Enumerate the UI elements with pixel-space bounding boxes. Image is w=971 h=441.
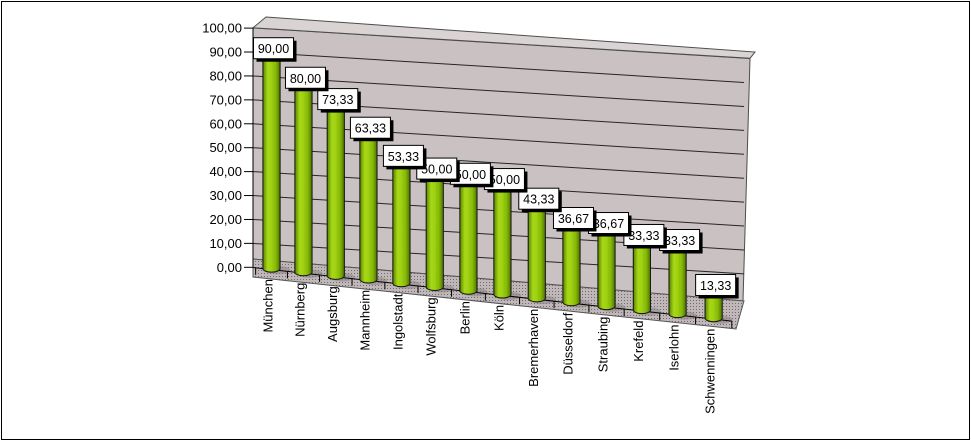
y-axis-tick-label: 90,00 <box>209 45 242 60</box>
data-label-Krefeld: 33,33 <box>623 223 667 249</box>
data-label-Nürnberg: 80,00 <box>284 66 329 92</box>
cylinder-body <box>262 54 281 269</box>
cylinder-body <box>633 241 651 311</box>
data-label-box <box>552 206 594 229</box>
x-axis-category-label: Iserlohn <box>667 325 682 371</box>
y-axis-tick-label: 100,00 <box>202 21 242 36</box>
cylinder-body <box>294 84 313 273</box>
cylinder-body <box>459 180 478 291</box>
data-label-value: 50,00 <box>455 168 486 182</box>
y-axis-tick-label: 30,00 <box>209 188 242 203</box>
x-axis-category-label: Berlin <box>457 301 472 334</box>
data-label-box <box>349 116 391 139</box>
x-axis-category-label: Düsseldorf <box>560 312 575 375</box>
data-label-value: 90,00 <box>258 42 289 56</box>
bar-Nürnberg <box>294 80 313 277</box>
y-axis-tick-label: 40,00 <box>209 164 242 179</box>
bar-Krefeld <box>632 237 651 315</box>
x-axis-category-label: Schwenningen <box>703 329 718 414</box>
bar-Bremerhaven <box>527 201 546 303</box>
cylinder-body <box>493 185 512 295</box>
data-label-box <box>695 273 737 296</box>
cylinder-body <box>562 224 581 303</box>
wall-top-face <box>251 16 756 59</box>
bar-Straubing <box>597 225 616 311</box>
data-label-value: 50,00 <box>421 163 452 177</box>
data-label-box <box>317 88 359 111</box>
y-axis-tick-label: 60,00 <box>209 116 242 131</box>
data-labels: 13,3333,3333,3336,6736,6743,3350,0050,00… <box>253 37 739 299</box>
bar-München <box>262 50 281 273</box>
bar-Wolfsburg <box>425 170 444 291</box>
x-axis-category-label: Nürnberg <box>292 283 307 337</box>
data-label-Düsseldorf: 36,67 <box>552 206 597 232</box>
gridline <box>252 75 745 107</box>
bar-Berlin <box>459 176 478 295</box>
cylinder-body <box>359 134 378 280</box>
bar-Ingolstadt <box>392 158 411 288</box>
y-axis-tick-label: 10,00 <box>209 236 242 251</box>
x-axis-category-label: Augsburg <box>325 286 340 342</box>
data-label-Ingolstadt: 53,33 <box>382 144 427 170</box>
data-label-box <box>518 187 560 210</box>
bar-Düsseldorf <box>562 220 581 307</box>
gridline <box>252 51 745 84</box>
data-label-Bremerhaven: 43,33 <box>518 187 562 213</box>
y-axis-tick-label: 80,00 <box>209 68 242 83</box>
bar-Augsburg <box>326 101 345 280</box>
x-axis-category-label: Bremerhaven <box>526 309 541 387</box>
x-axis-category-label: Krefeld <box>631 321 646 362</box>
data-label-value: 63,33 <box>355 122 386 136</box>
data-label-Augsburg: 73,33 <box>317 88 361 113</box>
x-axis-category-label: Wolfsburg <box>424 297 439 355</box>
data-label-value: 43,33 <box>523 193 554 207</box>
x-axis-category-label: München <box>261 279 276 332</box>
cylinder-body <box>392 162 411 284</box>
cylinder-body <box>327 105 345 276</box>
y-axis-tick-label: 20,00 <box>209 212 242 227</box>
cylinder-body <box>668 246 687 315</box>
x-axis-category-label: Ingolstadt <box>390 293 405 350</box>
y-axis-tick-label: 0,00 <box>217 260 242 275</box>
data-label-value: 33,33 <box>664 234 695 248</box>
bar-Iserlohn <box>668 242 687 319</box>
cylinder-body <box>597 229 616 307</box>
y-axis: 0,00 10,00 20,00 30,00 40,00 50,00 60,00 70,00 8… <box>202 21 254 275</box>
data-label-value: 73,33 <box>322 93 353 107</box>
data-label-box <box>382 144 424 167</box>
data-label-München: 90,00 <box>253 37 297 62</box>
data-label-box <box>284 66 326 89</box>
data-label-value: 80,00 <box>290 72 321 86</box>
y-axis-tick-label: 50,00 <box>209 140 242 155</box>
x-axis-category-label: Köln <box>491 305 506 331</box>
category-labels: München Nürnberg Augsburg Mannheim Ingolstad… <box>261 279 718 414</box>
data-label-value: 36,67 <box>593 217 624 231</box>
bar-Mannheim <box>359 130 378 284</box>
cylinder-body <box>528 205 546 299</box>
data-label-value: 36,67 <box>558 212 589 226</box>
x-axis-category-label: Straubing <box>596 317 611 373</box>
cylinder-body <box>426 175 444 287</box>
data-label-Wolfsburg: 50,00 <box>416 157 460 183</box>
y-axis-tick-label: 70,00 <box>209 92 242 107</box>
data-label-box <box>253 37 294 60</box>
data-label-Mannheim: 63,33 <box>349 116 394 142</box>
data-label-value: 50,00 <box>489 173 520 187</box>
data-label-Straubing: 36,67 <box>588 212 632 237</box>
data-label-Berlin: 50,00 <box>449 162 494 188</box>
data-label-value: 33,33 <box>628 229 659 243</box>
data-label-value: 53,33 <box>388 150 419 164</box>
data-label-Schwenningen: 13,33 <box>695 273 739 299</box>
bar-Köln <box>493 181 512 299</box>
data-label-Iserlohn: 33,33 <box>659 228 703 254</box>
data-label-value: 13,33 <box>700 279 731 293</box>
x-axis-category-label: Mannheim <box>357 290 372 351</box>
